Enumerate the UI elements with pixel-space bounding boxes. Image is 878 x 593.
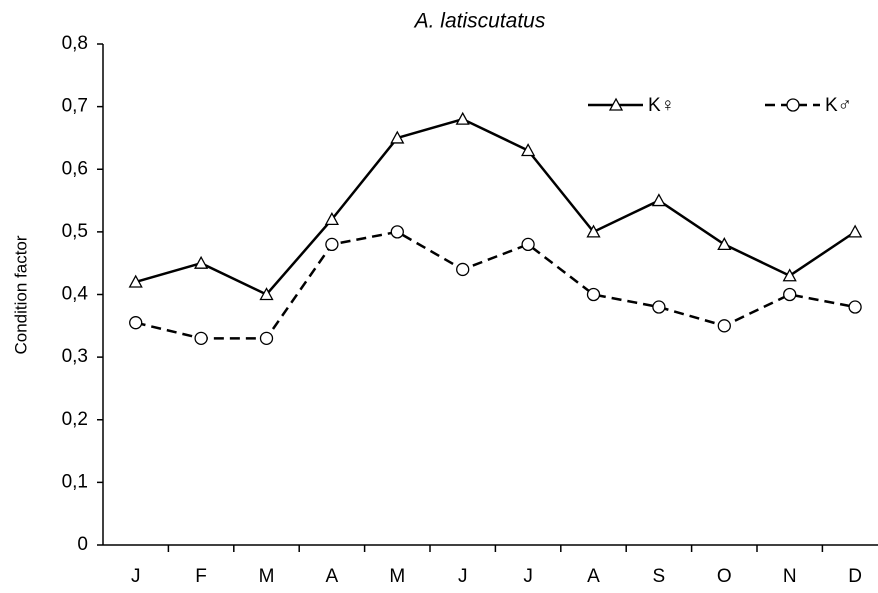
y-tick-label: 0,2: [62, 409, 88, 430]
data-point: [521, 143, 536, 157]
data-point: [390, 130, 405, 144]
data-point: [325, 237, 339, 252]
data-point: [651, 193, 666, 207]
legend-marker: [786, 98, 800, 112]
x-tick-label: J: [131, 566, 141, 587]
data-point: [259, 287, 274, 301]
x-tick-label: N: [783, 566, 797, 587]
y-tick-label: 0,3: [62, 346, 88, 367]
data-point: [717, 237, 732, 251]
data-point: [456, 262, 470, 277]
data-point: [259, 331, 274, 345]
legend-label: K♀: [648, 95, 675, 116]
x-tick-label: M: [389, 566, 405, 587]
y-tick-label: 0,4: [62, 284, 89, 305]
data-point: [324, 211, 339, 226]
data-point: [717, 319, 731, 333]
x-tick-label: M: [259, 566, 275, 587]
y-axis-label: Condition factor: [11, 235, 30, 354]
data-point: [128, 274, 143, 288]
data-point: [521, 237, 535, 252]
data-point: [390, 225, 404, 239]
data-point: [455, 111, 470, 125]
legend-marker: [608, 97, 624, 111]
x-tick-label: J: [458, 566, 468, 587]
x-tick-label: A: [587, 566, 600, 587]
series-line: [135, 117, 856, 297]
x-tick-label: F: [195, 566, 207, 587]
data-point: [586, 287, 601, 302]
legend-label: K♂: [825, 95, 852, 116]
series-line: [135, 230, 856, 340]
y-tick-label: 0: [77, 534, 88, 555]
x-tick-label: D: [848, 566, 862, 587]
y-tick-label: 0,1: [62, 471, 88, 492]
data-point: [783, 287, 797, 302]
data-point: [194, 331, 208, 345]
y-tick-label: 0,8: [62, 33, 88, 54]
data-point: [652, 300, 666, 314]
y-tick-label: 0,6: [62, 158, 88, 179]
y-tick-label: 0,7: [62, 96, 88, 117]
x-tick-label: S: [653, 566, 666, 587]
x-tick-label: O: [717, 566, 732, 587]
data-point: [194, 255, 209, 269]
data-point: [848, 224, 863, 238]
data-point: [586, 224, 601, 238]
x-tick-label: A: [326, 566, 339, 587]
data-point: [848, 300, 862, 314]
chart-title: A. latiscutatus: [413, 10, 546, 33]
y-tick-label: 0,5: [62, 221, 88, 242]
data-point: [782, 268, 797, 282]
data-point: [129, 316, 143, 330]
x-tick-label: J: [523, 566, 533, 587]
